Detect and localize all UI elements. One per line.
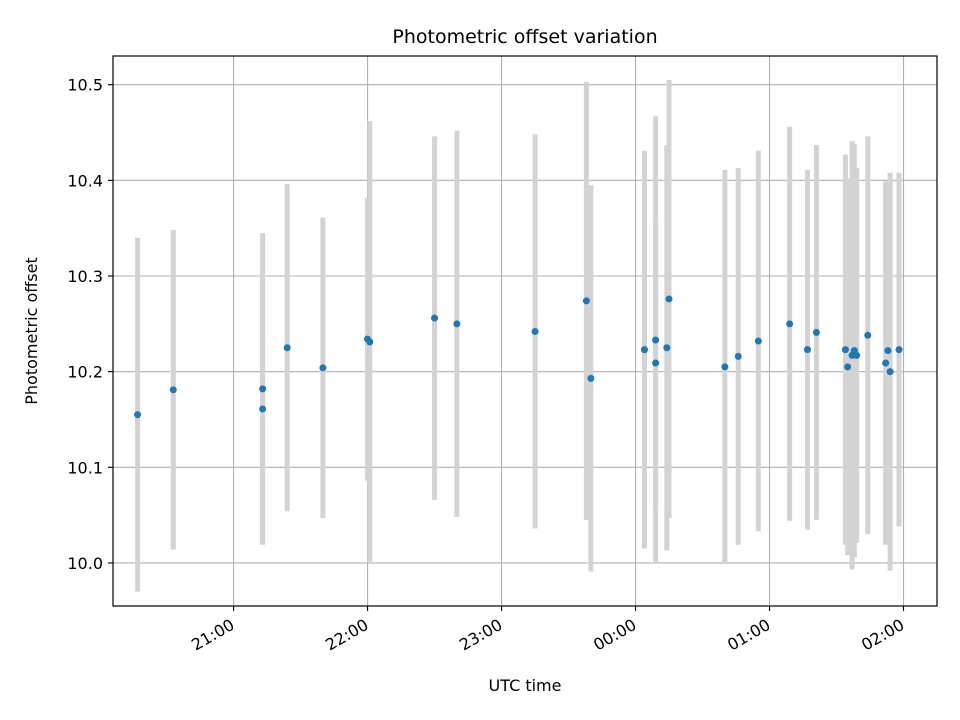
data-point xyxy=(453,320,461,328)
data-point xyxy=(886,368,894,376)
data-point xyxy=(640,346,648,354)
data-point xyxy=(754,337,762,345)
data-point xyxy=(259,405,267,413)
chart-title: Photometric offset variation xyxy=(392,26,657,48)
y-tick-label: 10.4 xyxy=(67,171,103,190)
data-point xyxy=(864,331,872,339)
data-point xyxy=(853,351,861,359)
data-point xyxy=(283,344,291,352)
y-tick-label: 10.0 xyxy=(67,554,103,573)
data-point xyxy=(663,344,671,352)
data-point xyxy=(882,359,890,367)
y-tick-label: 10.3 xyxy=(67,267,103,286)
data-point xyxy=(844,363,852,371)
data-point xyxy=(803,346,811,354)
y-tick-label: 10.1 xyxy=(67,458,103,477)
y-axis-title: Photometric offset xyxy=(22,257,41,405)
x-axis-title: UTC time xyxy=(489,676,562,695)
data-point xyxy=(786,320,794,328)
data-point xyxy=(884,347,892,355)
data-point xyxy=(582,297,590,305)
data-point xyxy=(841,346,849,354)
data-point xyxy=(652,336,660,344)
data-point xyxy=(895,346,903,354)
data-point xyxy=(812,328,820,336)
data-point xyxy=(134,411,142,419)
data-point xyxy=(431,314,439,322)
data-point xyxy=(652,359,660,367)
data-point xyxy=(259,385,267,393)
data-point xyxy=(169,386,177,394)
data-point xyxy=(587,374,595,382)
y-tick-label: 10.2 xyxy=(67,363,103,382)
data-point xyxy=(319,364,327,372)
y-tick-label: 10.5 xyxy=(67,76,103,95)
data-point xyxy=(366,338,374,346)
y-axis-ticks: 10.0 10.1 10.2 10.3 10.4 10.5 xyxy=(67,76,113,573)
data-point xyxy=(531,327,539,335)
data-point xyxy=(721,363,729,371)
data-points xyxy=(134,295,903,419)
plot-frame xyxy=(112,55,938,607)
data-point xyxy=(734,352,742,360)
data-point xyxy=(665,295,673,303)
